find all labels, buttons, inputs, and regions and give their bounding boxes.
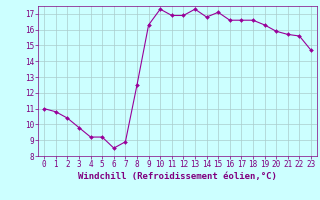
X-axis label: Windchill (Refroidissement éolien,°C): Windchill (Refroidissement éolien,°C)	[78, 172, 277, 181]
